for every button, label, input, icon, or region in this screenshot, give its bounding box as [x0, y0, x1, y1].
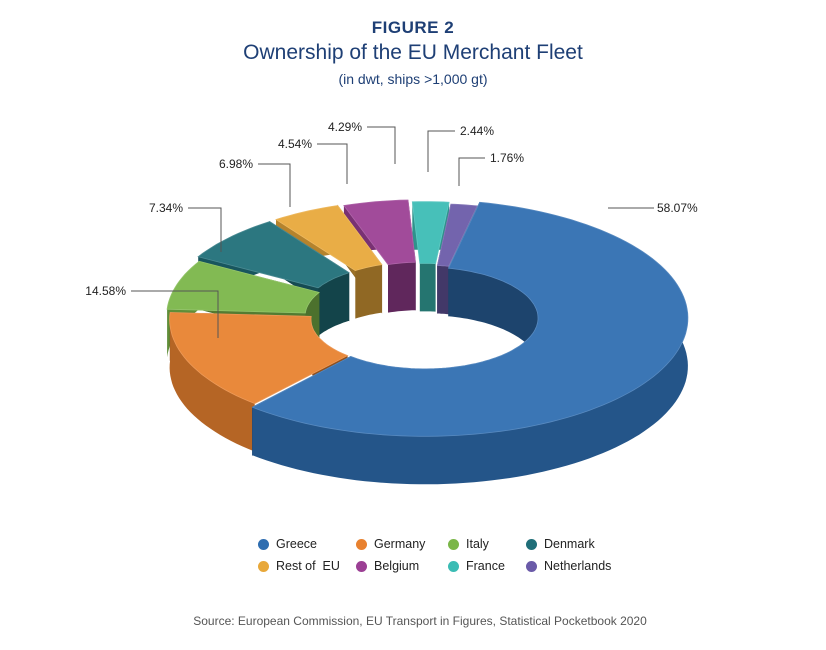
slice-top-face	[275, 205, 383, 272]
legend-swatch	[448, 538, 459, 550]
chart-title: Ownership of the EU Merchant Fleet	[243, 41, 583, 64]
legend-item-rest-of-eu: Rest of EU	[258, 559, 356, 573]
data-label-text: 58.07%	[657, 201, 698, 215]
legend-swatch	[526, 560, 537, 572]
leader-line	[258, 163, 291, 207]
data-label-italy: 7.34%	[149, 201, 222, 252]
data-label-text: 7.34%	[149, 201, 183, 215]
donut-chart: 58.07% 14.58% 7.34% 6.98% 4.54% 4.29% 2.44% 1.7…	[85, 120, 698, 485]
slice-top-face	[169, 312, 349, 404]
data-label-text: 1.76%	[490, 151, 524, 165]
data-label-text: 4.29%	[328, 120, 362, 134]
data-label-netherlands: 1.76%	[458, 151, 524, 186]
leader-line	[131, 290, 219, 338]
slice-top-face	[436, 203, 478, 267]
data-label-france: 2.44%	[427, 124, 494, 172]
data-label-denmark: 6.98%	[219, 157, 291, 207]
leader-line	[427, 130, 455, 172]
legend-item-germany: Germany	[356, 537, 448, 551]
legend-label: Italy	[466, 537, 489, 551]
data-label-text: 14.58%	[85, 284, 126, 298]
data-label-belgium: 4.29%	[328, 120, 396, 164]
leader-line	[317, 143, 348, 184]
legend-item-greece: Greece	[258, 537, 356, 551]
slice-top-face	[251, 201, 689, 437]
slice-inner-wall	[318, 272, 349, 336]
legend-swatch	[356, 560, 367, 572]
data-label-rest-of-eu: 4.54%	[278, 137, 348, 184]
legend-swatch	[356, 538, 367, 550]
leader-line	[367, 126, 396, 164]
slice-top-face	[411, 201, 450, 265]
slice-inner-wall	[419, 263, 436, 312]
data-label-text: 6.98%	[219, 157, 253, 171]
legend-item-denmark: Denmark	[526, 537, 636, 551]
data-label-germany: 14.58%	[85, 284, 219, 338]
slice-inner-wall	[388, 262, 416, 313]
legend-swatch	[258, 560, 269, 572]
slice-outer-wall	[252, 202, 688, 485]
legend-label: France	[466, 559, 505, 573]
legend-label: Greece	[276, 537, 317, 551]
chart-legend: Greece Germany Italy Denmark Rest of EU Belgi…	[258, 537, 658, 573]
donut-slice-france	[411, 201, 450, 312]
legend-swatch	[258, 538, 269, 550]
chart-subtitle: (in dwt, ships >1,000 gt)	[338, 71, 488, 87]
donut-slice-greece	[251, 201, 689, 485]
figure-label: FIGURE 2	[371, 18, 455, 37]
data-label-text: 2.44%	[460, 124, 494, 138]
legend-item-italy: Italy	[448, 537, 526, 551]
data-label-greece: 58.07%	[608, 201, 698, 215]
legend-swatch	[448, 560, 459, 572]
legend-label: Netherlands	[544, 559, 612, 573]
data-label-text: 4.54%	[278, 137, 312, 151]
legend-label: Rest of EU	[276, 559, 340, 573]
slice-top-face	[343, 199, 416, 266]
slice-inner-wall	[355, 264, 382, 319]
legend-item-netherlands: Netherlands	[526, 559, 636, 573]
legend-item-france: France	[448, 559, 526, 573]
legend-swatch	[526, 538, 537, 550]
leader-line	[188, 207, 222, 252]
leader-line	[458, 157, 485, 186]
source-note: Source: European Commission, EU Transpor…	[193, 614, 647, 628]
slice-top-face	[197, 221, 350, 289]
slice-inner-wall	[437, 265, 449, 315]
donut-slice-netherlands	[436, 203, 478, 315]
legend-label: Germany	[374, 537, 426, 551]
legend-item-belgium: Belgium	[356, 559, 448, 573]
legend-label: Belgium	[374, 559, 420, 573]
legend-label: Denmark	[544, 537, 595, 551]
